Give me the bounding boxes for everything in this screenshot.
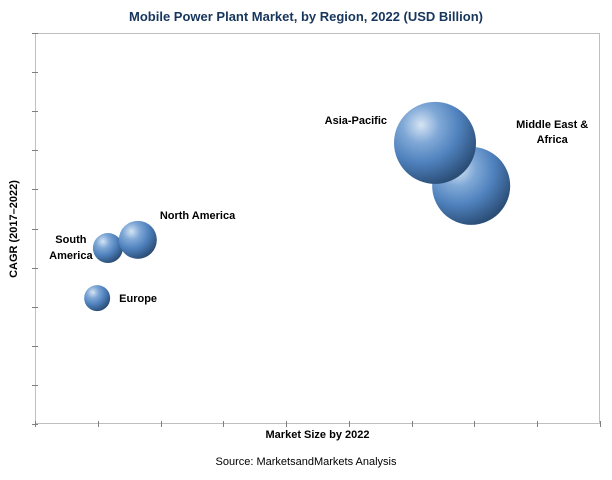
bubble-label-middle-east-africa: Middle East & Africa bbox=[516, 119, 588, 146]
bubble-label-north-america: North America bbox=[160, 210, 236, 222]
bubble-europe bbox=[84, 285, 111, 312]
bubble-asia-pacific bbox=[394, 101, 477, 184]
bubble-label-asia-pacific: Asia-Pacific bbox=[325, 115, 387, 127]
bubble-label-south-america: South America bbox=[49, 234, 93, 262]
y-axis-label: CAGR (2017–2022) bbox=[8, 180, 20, 278]
bubble-label-europe: Europe bbox=[119, 293, 157, 305]
bubble-south-america bbox=[92, 233, 123, 264]
chart-title: Mobile Power Plant Market, by Region, 20… bbox=[129, 9, 483, 24]
source-text: Source: MarketsandMarkets Analysis bbox=[215, 456, 397, 468]
bubble-chart-canvas: Asia-Pacific Middle East & Africa North Ame… bbox=[32, 33, 601, 427]
bubble-north-america bbox=[118, 220, 157, 259]
plot-border bbox=[35, 33, 600, 424]
plot-area: Asia-Pacific Middle East & Africa North Ame… bbox=[32, 33, 601, 427]
x-axis-label: Market Size by 2022 bbox=[265, 429, 370, 441]
